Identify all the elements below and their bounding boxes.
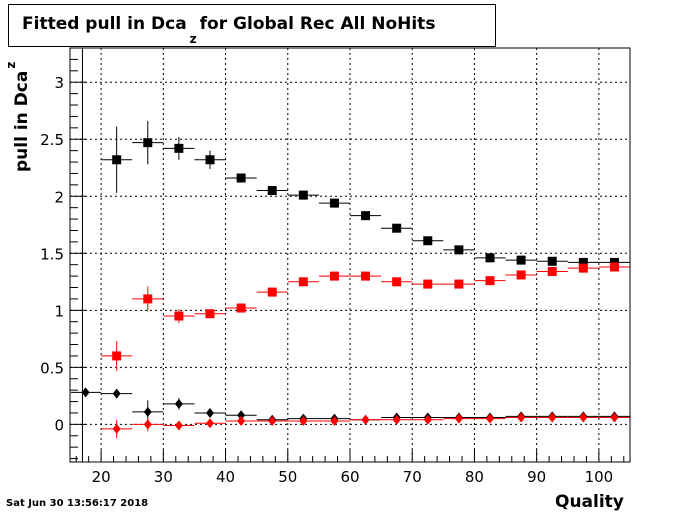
y-tick-label: 2 [54,188,64,206]
chart-title: Fitted pull in Dcazfor Global Rec All No… [22,14,436,46]
x-tick-label: 70 [403,468,422,486]
data-point [298,277,308,287]
data-point [610,412,619,423]
axis-ticks [70,47,625,462]
y-axis-label: pull in Dcaz [4,61,32,172]
data-point [112,388,121,399]
data-point [174,420,183,431]
y-tick-label: 1 [54,302,64,320]
data-point [423,236,433,246]
y-tick-label: 2.5 [40,131,64,149]
data-point [548,412,557,423]
data-point [485,276,495,286]
timestamp: Sat Jun 30 13:56:17 2018 [6,498,149,509]
data-point [112,351,122,361]
data-point [299,415,308,426]
data-point [267,186,277,196]
data-point [236,173,246,183]
data-point [112,155,122,165]
x-tick-label: 40 [216,468,235,486]
title-subscript: z [189,32,197,46]
data-point [423,414,432,425]
data-point [516,255,526,265]
data-point [206,407,214,418]
title-main: Fitted pull in Dca [22,14,187,34]
data-point [361,414,370,425]
data-point [517,412,526,423]
data-point [237,410,246,421]
x-tick-label: 30 [154,468,173,486]
data-point [578,257,588,267]
data-point [205,155,215,165]
title-rest: for Global Rec All NoHits [199,14,436,34]
y-tick-label: 3 [54,74,64,92]
axis-tick-labels: 20 30 40 50 60 70 80 90 100 0 0.5 1 1.5 2 2.5 3 [40,74,613,486]
data-point [485,253,495,263]
data-point [205,309,215,319]
data-series [71,120,630,439]
data-point [298,190,308,200]
data-point [236,303,246,313]
data-point [112,423,121,434]
data-point [267,287,277,297]
data-point [174,311,184,321]
data-point [361,211,371,221]
data-point [174,398,183,409]
data-point [174,143,184,153]
data-point [454,279,464,289]
data-point [423,279,433,289]
data-point [392,414,401,425]
data-point [486,413,494,424]
x-tick-label: 100 [585,468,614,486]
data-point [81,387,90,398]
x-tick-label: 90 [527,468,546,486]
data-point [609,257,619,267]
data-point [143,138,153,148]
data-point [237,415,246,426]
data-point [547,267,557,277]
data-point [143,419,152,430]
title-box: Fitted pull in Dcazfor Global Rec All No… [8,4,496,47]
x-axis-label: Quality [555,492,624,512]
x-tick-label: 80 [465,468,484,486]
series-1 [101,262,630,371]
y-tick-label: 1.5 [40,245,64,263]
data-point [454,413,463,424]
data-point [579,412,588,423]
data-point [392,223,402,233]
x-tick-label: 60 [340,468,359,486]
data-point [609,262,619,272]
data-point [547,256,557,266]
series-0 [101,120,630,267]
data-point [143,406,152,417]
x-tick-label: 50 [278,468,297,486]
data-point [578,263,588,273]
x-tick-label: 20 [92,468,111,486]
data-point [454,245,464,255]
series-3 [101,412,630,439]
data-point [329,198,339,208]
data-point [143,294,153,304]
data-point [516,270,526,280]
y-tick-label: 0.5 [40,359,64,377]
grid-lines [70,48,630,462]
data-point [392,277,402,287]
y-tick-label: 0 [54,416,64,434]
data-point [330,415,339,426]
data-point [268,415,277,426]
data-point [329,271,339,281]
data-point [361,271,371,281]
data-point [206,418,214,429]
